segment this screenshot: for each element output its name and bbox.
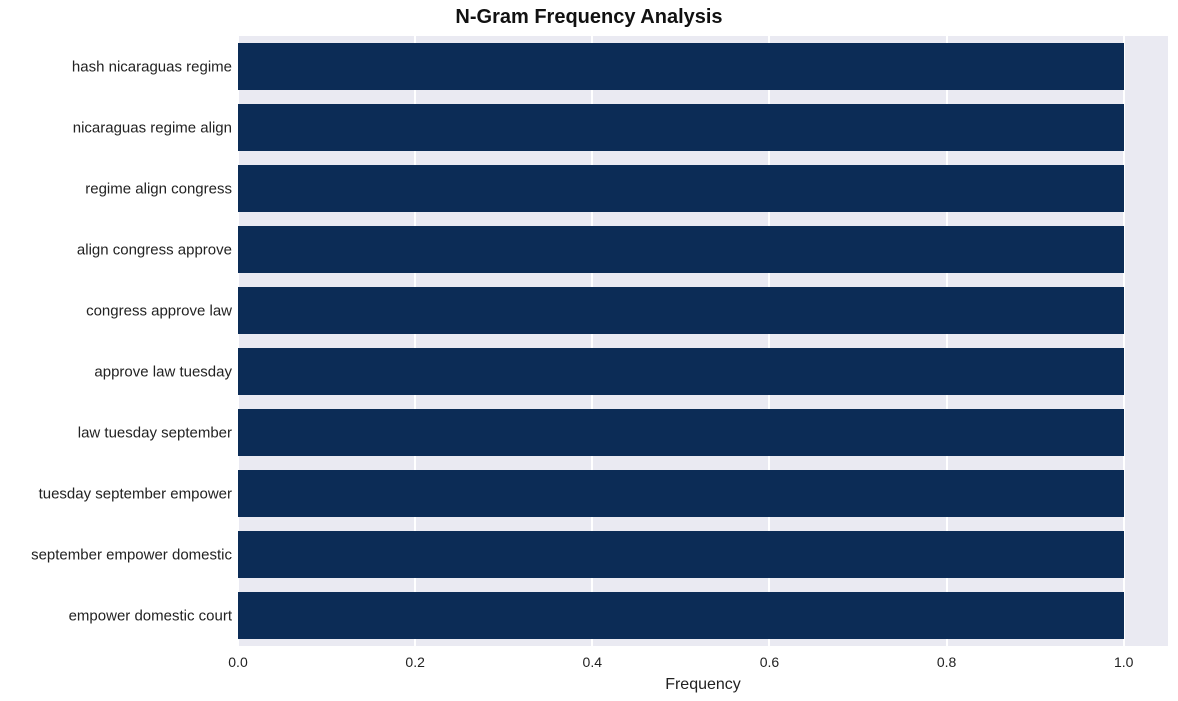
bar-row <box>238 226 1168 274</box>
x-tick-label: 0.6 <box>760 654 779 670</box>
bar-row <box>238 470 1168 518</box>
bar <box>238 104 1124 152</box>
bar <box>238 165 1124 213</box>
bar-row <box>238 43 1168 91</box>
bar-row <box>238 165 1168 213</box>
y-tick-label: congress approve law <box>86 302 232 319</box>
x-tick-label: 0.8 <box>937 654 956 670</box>
bar-row <box>238 592 1168 640</box>
bar-row <box>238 409 1168 457</box>
chart-title: N-Gram Frequency Analysis <box>0 6 1178 29</box>
y-tick-label: empower domestic court <box>69 607 232 624</box>
ngram-frequency-chart: N-Gram Frequency Analysis hash nicaragua… <box>0 0 1178 701</box>
y-tick-label: approve law tuesday <box>94 363 232 380</box>
bar-row <box>238 531 1168 579</box>
bar <box>238 470 1124 518</box>
plot-area <box>238 36 1168 646</box>
y-tick-label: tuesday september empower <box>39 485 232 502</box>
bar-row <box>238 287 1168 335</box>
bar <box>238 531 1124 579</box>
y-tick-label: september empower domestic <box>31 546 232 563</box>
y-tick-label: nicaraguas regime align <box>73 119 232 136</box>
x-tick-label: 0.0 <box>228 654 247 670</box>
y-tick-label: law tuesday september <box>78 424 232 441</box>
bar <box>238 43 1124 91</box>
x-tick-label: 0.4 <box>583 654 602 670</box>
y-tick-label: hash nicaraguas regime <box>72 58 232 75</box>
bar <box>238 348 1124 396</box>
bar <box>238 409 1124 457</box>
bar <box>238 287 1124 335</box>
bar-row <box>238 104 1168 152</box>
x-tick-label: 0.2 <box>405 654 424 670</box>
x-axis-label: Frequency <box>238 676 1168 694</box>
bar-row <box>238 348 1168 396</box>
bar <box>238 226 1124 274</box>
x-tick-label: 1.0 <box>1114 654 1133 670</box>
y-tick-label: align congress approve <box>77 241 232 258</box>
y-tick-label: regime align congress <box>85 180 232 197</box>
bar <box>238 592 1124 640</box>
